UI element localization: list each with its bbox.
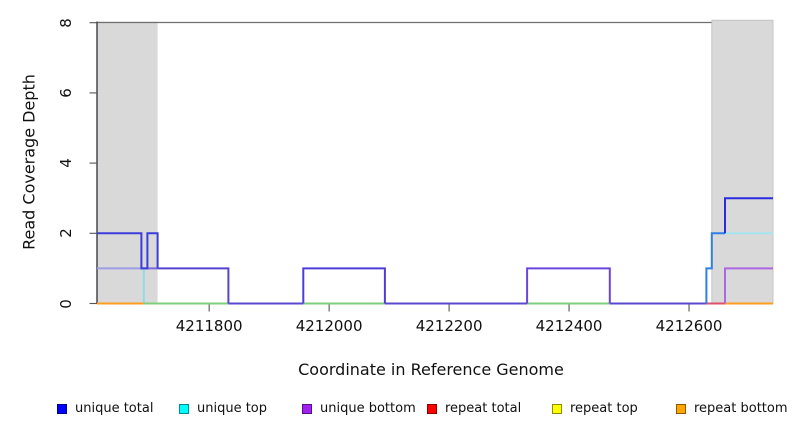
- coverage-line-segment: [302, 267, 386, 304]
- x-tick-label-4: 4212600: [655, 317, 723, 335]
- coverage-line-segment: [157, 267, 230, 304]
- shaded-region-left: [97, 21, 158, 304]
- y-tick-label-2: 4: [57, 158, 75, 168]
- x-tick-label-0: 4211800: [175, 317, 243, 335]
- legend-swatch-unique-top: [179, 403, 189, 414]
- x-tick-label-3: 4212400: [535, 317, 603, 335]
- legend-item-repeat-bottom: repeat bottom: [676, 401, 788, 416]
- legend-item-repeat-top: repeat top: [552, 401, 638, 416]
- legend-swatch-unique-total: [57, 403, 67, 414]
- x-axis-title: Coordinate in Reference Genome: [298, 360, 564, 379]
- legend-swatch-repeat-top: [552, 403, 562, 414]
- legend-swatch-repeat-total: [427, 403, 437, 414]
- coverage-line-segment: [724, 197, 773, 234]
- x-tick-label-2: 4212200: [415, 317, 483, 335]
- coverage-line-segment: [705, 232, 725, 304]
- legend-label: unique total: [75, 401, 154, 416]
- coverage-line-segment: [724, 267, 773, 304]
- legend-label: repeat bottom: [694, 401, 788, 416]
- x-tick-label-1: 4212000: [295, 317, 363, 335]
- legend-item-unique-top: unique top: [179, 401, 267, 416]
- y-tick-label-0: 0: [57, 298, 75, 309]
- y-axis-title: Read Coverage Depth: [19, 74, 39, 250]
- legend-label: repeat total: [445, 401, 522, 416]
- coverage-line-segment: [97, 232, 159, 270]
- legend-swatch-unique-bottom: [302, 403, 312, 414]
- shaded-region-right: [711, 19, 774, 304]
- coverage-line-segment: [526, 267, 611, 304]
- y-tick-label-1: 2: [57, 228, 75, 239]
- y-tick-label-3: 6: [57, 88, 75, 98]
- y-tick-label-4: 8: [57, 17, 75, 28]
- legend-label: unique bottom: [320, 401, 416, 416]
- legend-label: unique top: [197, 401, 268, 416]
- legend-item-unique-bottom: unique bottom: [302, 401, 416, 416]
- legend-swatch-repeat-bottom: [676, 403, 686, 414]
- legend-item-unique-total: unique total: [57, 401, 153, 416]
- legend-item-repeat-total: repeat total: [427, 401, 521, 416]
- legend-label: repeat top: [570, 401, 638, 416]
